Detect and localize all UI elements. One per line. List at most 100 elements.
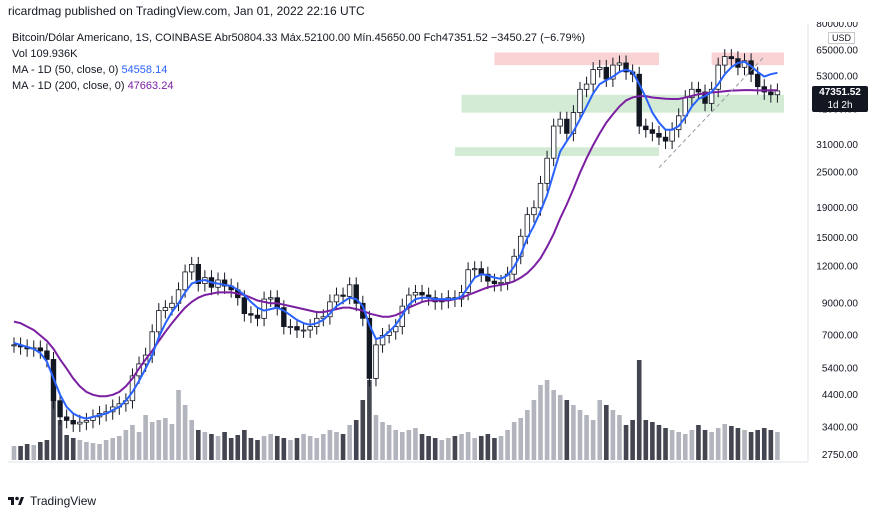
y-tick-label: 31000.00 [816, 140, 858, 151]
candle-body [603, 66, 610, 80]
y-tick-label: 3400.00 [822, 423, 859, 434]
volume-bar [472, 438, 477, 460]
volume-bar [347, 425, 352, 460]
y-tick-label: 19000.00 [816, 203, 858, 214]
candle-body [340, 294, 346, 297]
volume-bar [163, 418, 168, 460]
candle-body [419, 291, 425, 296]
volume-bar [373, 415, 379, 460]
volume-bar [571, 405, 576, 460]
volume-bar [597, 400, 603, 460]
candle-body [241, 297, 248, 315]
ma50-row[interactable]: MA - 1D (50, close, 0) 54558.14 [12, 62, 585, 78]
candle-body [649, 129, 656, 134]
candle-body [761, 86, 767, 93]
volume-bar [261, 436, 267, 460]
publisher-header: ricardmag published on TradingView.com, … [8, 4, 365, 18]
ohlc-close: Fch47351.52 [423, 32, 488, 44]
volume-bar [485, 434, 491, 460]
volume-bar [492, 438, 497, 460]
volume-bar [722, 424, 728, 460]
volume-bar [399, 432, 405, 460]
volume-bar [676, 432, 682, 460]
volume-bar [169, 424, 175, 460]
candle-body [616, 62, 623, 66]
volume-bar [623, 425, 629, 460]
volume-bar [307, 436, 313, 460]
volume-bar [413, 428, 418, 460]
volume-value: 109.936K [30, 48, 78, 60]
last-price: 47351.52 [819, 87, 861, 98]
ma200-line [13, 89, 778, 398]
volume-bar [189, 420, 194, 460]
volume-bar [44, 440, 50, 460]
volume-label: Vol [12, 48, 28, 60]
volume-bar [380, 422, 385, 460]
volume-bar [715, 428, 721, 460]
volume-bar [70, 438, 76, 460]
y-tick-label: 53000.00 [816, 72, 858, 83]
volume-bar [149, 422, 155, 460]
candle-body [643, 125, 649, 131]
bar-countdown: 1d 2h [827, 100, 853, 111]
volume-bar [110, 438, 116, 460]
ma50-label: MA - 1D (50, close, 0) [12, 64, 119, 76]
volume-bar [742, 430, 747, 460]
volume-bar [116, 436, 122, 460]
volume-bar [511, 422, 517, 460]
candle-body [195, 263, 201, 284]
volume-bar [406, 430, 412, 460]
volume-bar [748, 432, 754, 460]
zone-resistance-1 [711, 52, 784, 66]
price-chart[interactable]: 80000.0065000.0053000.0041000.0031000.00… [0, 22, 880, 466]
y-tick-label: 12000.00 [816, 262, 858, 273]
ma200-row[interactable]: MA - 1D (200, close, 0) 47663.24 [12, 78, 585, 94]
candle-body [83, 420, 90, 423]
volume-bar [274, 436, 280, 460]
candle-body [44, 350, 50, 360]
candle-body [570, 112, 577, 134]
candle-body [722, 56, 728, 66]
ohlc-high: Máx.52100.00 [280, 32, 351, 44]
footer-branding[interactable]: TradingView [8, 494, 96, 508]
candle-body [156, 310, 162, 333]
volume-bar [610, 410, 616, 460]
symbol-row: Bitcoin/Dólar Americano, 1S, COINBASE Ab… [12, 30, 585, 46]
volume-row[interactable]: Vol 109.936K [12, 46, 585, 62]
volume-bar [242, 430, 247, 460]
candle-body [471, 268, 478, 271]
volume-bar [544, 380, 550, 460]
candle-body [537, 182, 544, 209]
volume-bar [584, 415, 589, 460]
volume-bar [64, 435, 69, 460]
candle-body [294, 326, 300, 331]
candle-body [656, 132, 662, 138]
candle-body [221, 279, 228, 287]
currency-label[interactable]: USD [828, 32, 856, 44]
volume-bar [386, 425, 392, 460]
candle-body [590, 69, 596, 85]
volume-bar [38, 442, 43, 460]
volume-bar [288, 440, 293, 460]
volume-bar [255, 440, 260, 460]
y-tick-label: 80000.00 [816, 22, 858, 30]
volume-bar [222, 432, 227, 460]
volume-bar [643, 420, 649, 460]
volume-bar [90, 443, 96, 460]
candle-body [353, 284, 359, 304]
y-tick-label: 2750.00 [822, 450, 859, 461]
volume-bar [432, 438, 438, 460]
candle-body [373, 344, 379, 379]
volume-bar [353, 420, 359, 460]
volume-bar [215, 436, 221, 460]
volume-bar [656, 425, 662, 460]
candle-body [300, 329, 307, 332]
y-tick-label: 25000.00 [816, 168, 858, 179]
symbol-name[interactable]: Bitcoin/Dólar Americano, 1S, COINBASE [12, 32, 212, 44]
candle-body [465, 269, 471, 293]
volume-bar [478, 436, 484, 460]
volume-bar [143, 415, 148, 460]
volume-bar [31, 445, 37, 460]
candle-body [333, 294, 340, 303]
candle-body [708, 88, 715, 104]
